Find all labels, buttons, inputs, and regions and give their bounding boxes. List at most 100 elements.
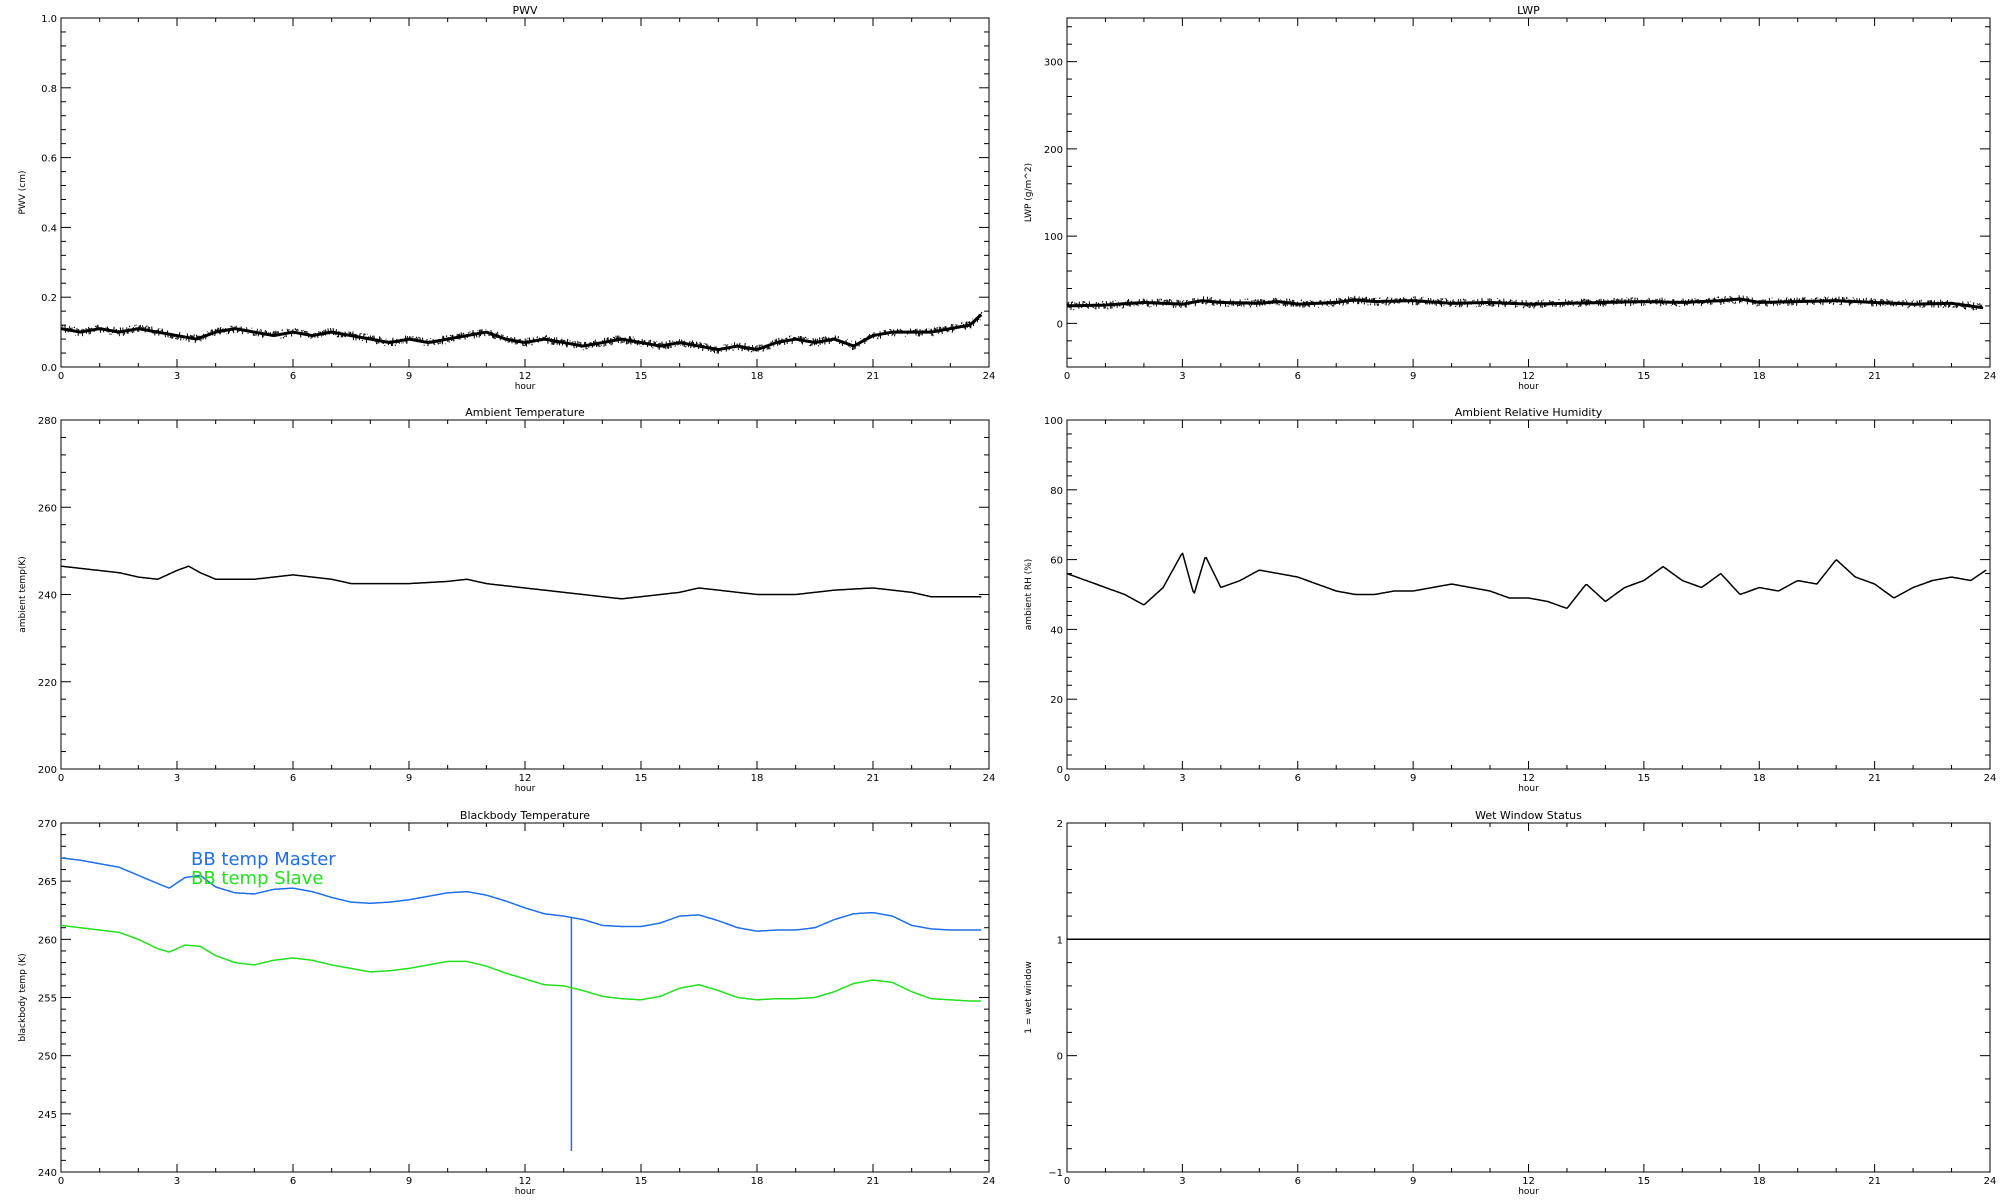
- x-tick-label: 6: [1295, 1176, 1301, 1187]
- legend-entry: BB temp Slave: [191, 868, 323, 889]
- plot-frame: [1066, 419, 1991, 770]
- legend-entry: BB temp Master: [191, 849, 336, 870]
- y-axis-label: blackbody temp (K): [18, 953, 28, 1041]
- plot-title: PWV: [512, 4, 538, 17]
- series-lwp: [1067, 295, 1984, 311]
- x-tick-label: 21: [867, 1176, 880, 1187]
- x-tick-label: 6: [290, 1176, 296, 1187]
- x-tick-label: 18: [1753, 1176, 1766, 1187]
- y-tick-label: 20: [1050, 695, 1063, 706]
- x-tick-label: 15: [1638, 1176, 1651, 1187]
- panel-pwv: PWV 0 3 6 9 12 15 18 21 24 hour 0.0 0.2 0.4 0.6 0.8 1.0 P…: [18, 4, 995, 392]
- x-tick-label: 21: [1868, 371, 1881, 382]
- y-tick-label: 0.2: [41, 293, 57, 304]
- x-tick-label: 15: [1638, 773, 1651, 784]
- x-tick-label: 9: [1410, 773, 1416, 784]
- series-line: [1067, 297, 1983, 310]
- plot-title: Ambient Relative Humidity: [1455, 406, 1603, 419]
- x-tick-label: 12: [1522, 1176, 1535, 1187]
- x-axis-label: hour: [1518, 1187, 1539, 1197]
- x-tick-label: 3: [1179, 1176, 1185, 1187]
- x-tick-label: 12: [519, 773, 532, 784]
- series-line: [61, 857, 982, 932]
- y-axis-label: PWV (cm): [18, 170, 28, 214]
- series-line: [61, 924, 982, 1002]
- x-tick-label: 18: [1753, 371, 1766, 382]
- x-axis-label: hour: [515, 1187, 536, 1197]
- y-tick-label: 260: [38, 503, 57, 514]
- y-axis-label: LWP (g/m^2): [1024, 163, 1034, 222]
- x-tick-label: 3: [1179, 773, 1185, 784]
- panel-ambient-rh: Ambient Relative Humidity 0 3 6 9 12 15 18 21 24 h…: [1024, 406, 1996, 794]
- panel-lwp: LWP 0 3 6 9 12 15 18 21 24 hour 0 100 200 300 LWP (g/m^…: [1024, 4, 1996, 392]
- y-tick-label: 2: [1057, 819, 1063, 830]
- x-tick-label: 3: [174, 371, 180, 382]
- x-tick-label: 0: [58, 1176, 64, 1187]
- x-tick-label: 3: [174, 773, 180, 784]
- plot-title: LWP: [1517, 4, 1540, 17]
- x-tick-label: 15: [635, 371, 648, 382]
- x-axis-label: hour: [515, 784, 536, 794]
- plot-title: Ambient Temperature: [465, 406, 585, 419]
- y-tick-label: 245: [38, 1110, 57, 1121]
- plot-frame: [60, 419, 990, 770]
- y-tick-label: 0.8: [41, 84, 57, 95]
- y-tick-label: 280: [38, 416, 57, 427]
- y-tick-label: 0.0: [41, 363, 57, 374]
- y-tick-label: 100: [1044, 416, 1063, 427]
- x-tick-label: 12: [1522, 371, 1535, 382]
- series-line: [61, 565, 982, 600]
- x-tick-label: 9: [406, 371, 412, 382]
- plot-title: Wet Window Status: [1475, 809, 1582, 822]
- x-tick-label: 24: [983, 371, 996, 382]
- x-tick-label: 18: [751, 371, 764, 382]
- x-tick-label: 21: [867, 773, 880, 784]
- y-tick-label: 1.0: [41, 14, 57, 25]
- x-tick-label: 18: [751, 1176, 764, 1187]
- x-axis-label: hour: [1518, 382, 1539, 392]
- x-tick-label: 6: [290, 371, 296, 382]
- y-tick-label: 0: [1057, 319, 1063, 330]
- x-tick-label: 18: [751, 773, 764, 784]
- y-tick-label: 0: [1057, 765, 1063, 776]
- x-tick-label: 0: [1064, 1176, 1070, 1187]
- y-tick-label: 270: [38, 819, 57, 830]
- y-tick-label: 0.4: [41, 223, 57, 234]
- plot-frame: [1066, 17, 1991, 368]
- x-axis-label: hour: [1518, 784, 1539, 794]
- x-tick-label: 0: [1064, 773, 1070, 784]
- y-tick-label: 0.6: [41, 154, 57, 165]
- y-tick-label: 300: [1044, 58, 1063, 69]
- y-tick-label: 80: [1050, 486, 1063, 497]
- y-tick-label: 250: [38, 1052, 57, 1063]
- series-ambient-temp: [61, 565, 982, 600]
- y-axis-label: ambient temp(K): [18, 556, 28, 633]
- x-tick-label: 9: [406, 1176, 412, 1187]
- plot-frame: [60, 17, 990, 368]
- y-tick-label: 240: [38, 1168, 57, 1179]
- x-tick-label: 21: [867, 371, 880, 382]
- series-noise: [61, 311, 983, 354]
- panel-blackbody-temp: Blackbody Temperature 0 3 6 9 12 15 18 21 24 hour 2…: [18, 809, 995, 1197]
- x-tick-label: 6: [1295, 773, 1301, 784]
- x-tick-label: 3: [174, 1176, 180, 1187]
- x-tick-label: 9: [406, 773, 412, 784]
- x-tick-label: 0: [58, 371, 64, 382]
- y-tick-label: 220: [38, 678, 57, 689]
- x-tick-label: 15: [1638, 371, 1651, 382]
- y-tick-label: 40: [1050, 625, 1063, 636]
- y-tick-label: 200: [1044, 145, 1063, 156]
- series-bb-temp-slave: [61, 924, 982, 1002]
- plot-title: Blackbody Temperature: [460, 809, 590, 822]
- series-line: [61, 313, 983, 352]
- series-bb-temp-master: [61, 857, 982, 1152]
- x-tick-label: 15: [635, 1176, 648, 1187]
- y-tick-label: 240: [38, 591, 57, 602]
- x-tick-label: 21: [1868, 773, 1881, 784]
- x-tick-label: 9: [1410, 371, 1416, 382]
- series-pwv: [61, 311, 983, 354]
- y-tick-label: 200: [38, 765, 57, 776]
- x-tick-label: 9: [1410, 1176, 1416, 1187]
